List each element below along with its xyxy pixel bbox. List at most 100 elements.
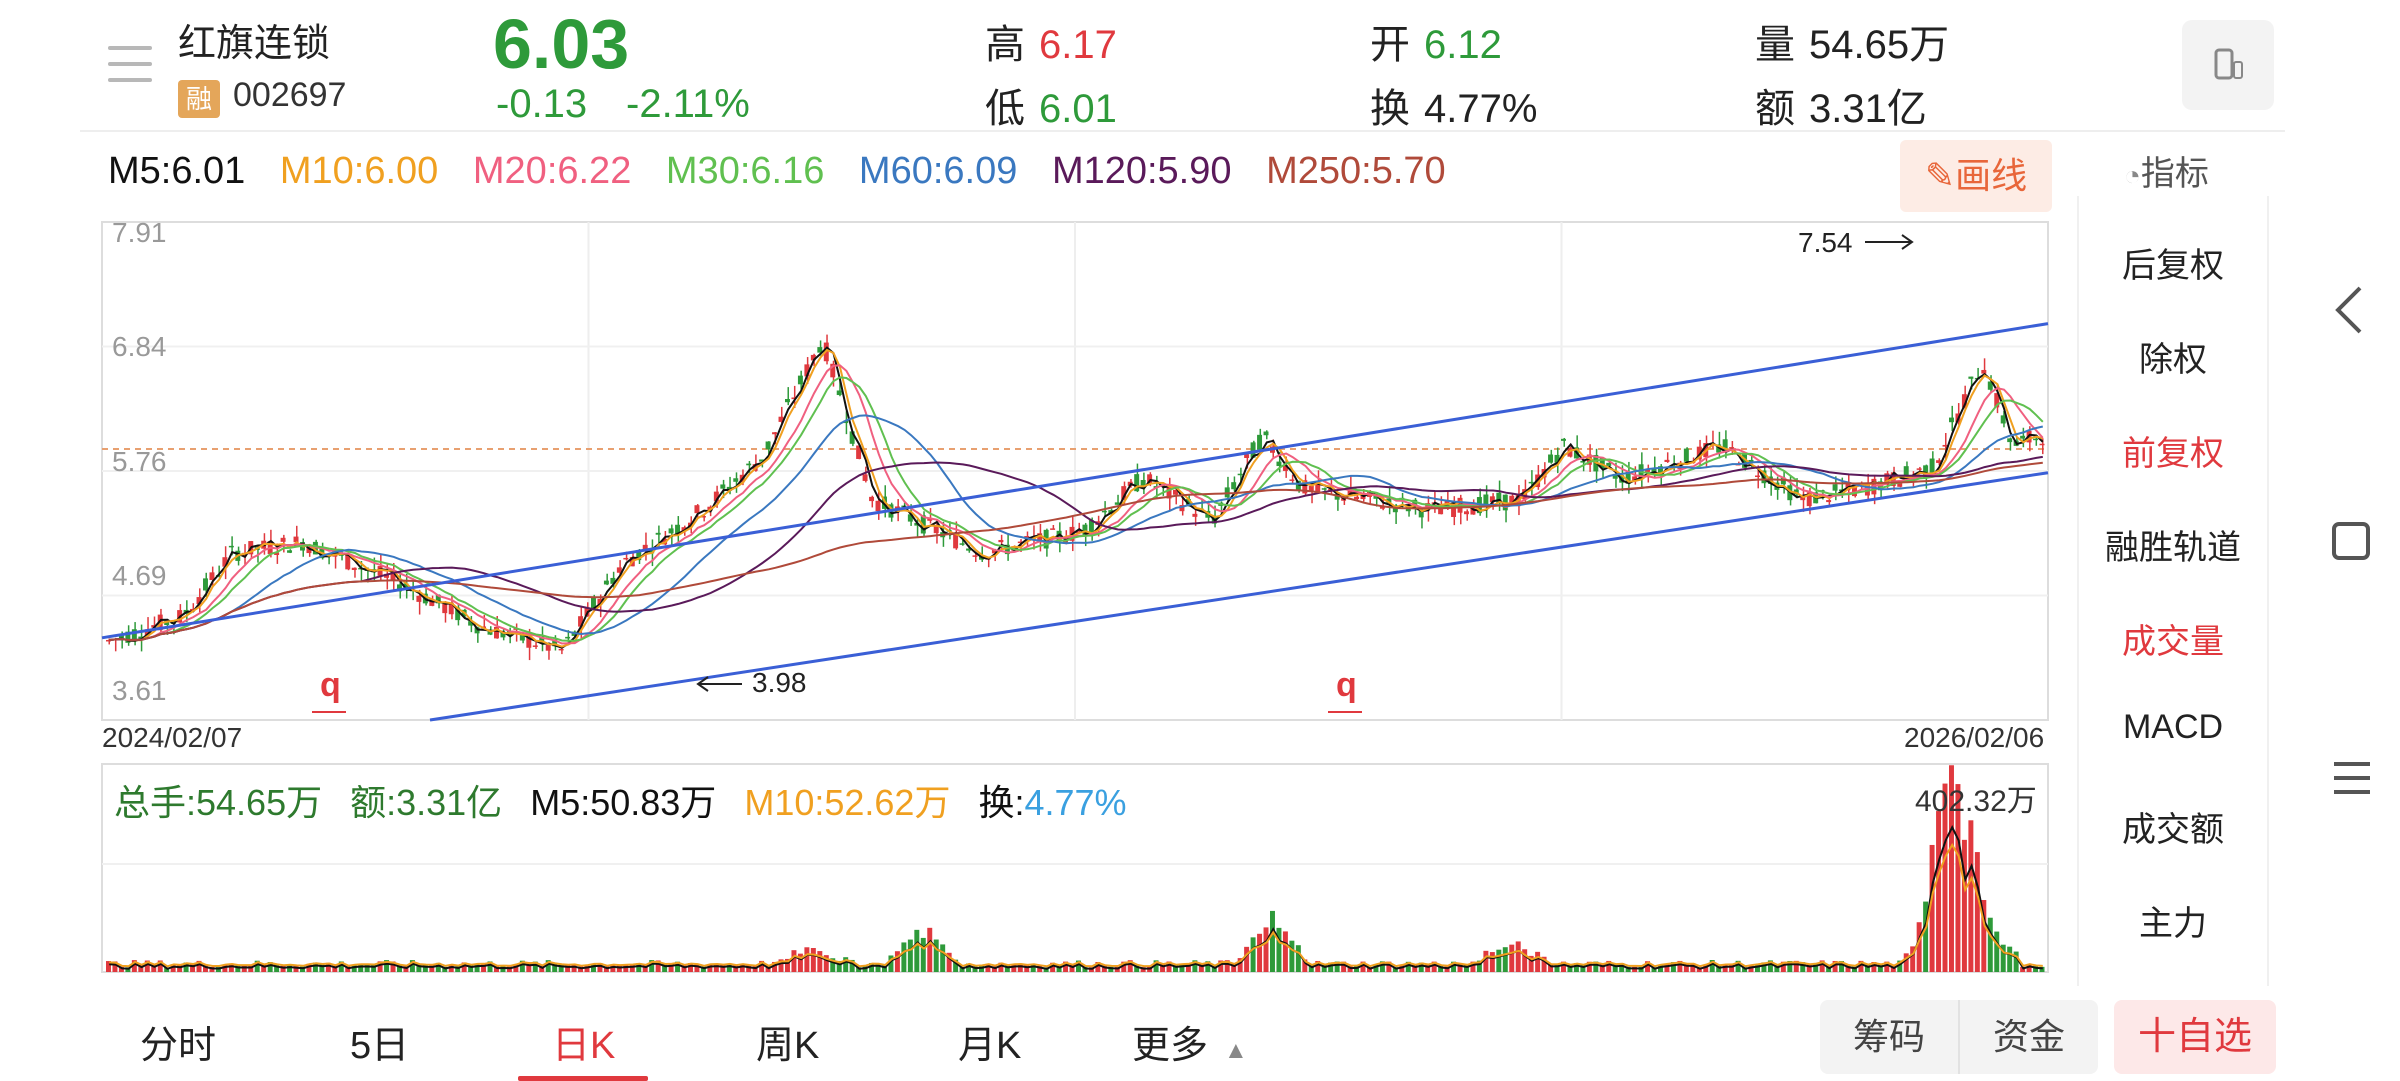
volume-bar [966,963,972,972]
volume-bar [338,961,344,972]
candle-body [1250,442,1256,458]
tab-weekly-k[interactable]: 周K [756,1025,820,1067]
volume-bar [623,964,629,972]
volume-bar [914,929,920,972]
volume-bar [183,962,189,972]
tab-monthly-k[interactable]: 月K [958,1025,1022,1067]
volume-bar [293,966,299,972]
indicator-settings[interactable]: ◔指标 [2124,146,2209,195]
volume-bar [1231,963,1237,972]
candle-body [1742,453,1748,468]
volume-bar [1347,966,1353,972]
candle-body [1606,462,1612,466]
side-item-ex-rights[interactable]: 除权 [2139,341,2207,379]
candle-body [1192,513,1198,517]
volume-bar [248,965,254,972]
volume-bar [403,966,409,972]
volume-bar [1069,964,1075,972]
kline-chart[interactable]: 7.91 6.84 5.76 4.69 3.61 7.54 3.98 q q [100,218,2060,978]
side-item-volume[interactable]: 成交量 [2122,623,2224,661]
menu-icon[interactable] [108,42,156,88]
annotation-low-value: 3.98 [752,667,807,698]
recents-nav-icon[interactable] [2330,756,2374,800]
candle-body [1179,505,1185,512]
candle-body [345,553,351,570]
add-watchlist-button[interactable]: 十自选 [2114,1000,2276,1074]
volume-panel-frame [101,763,2049,973]
candle-body [1645,469,1651,472]
tab-daily-k[interactable]: 日K [552,1025,616,1067]
volume-bar [532,961,538,972]
volume-bar [1037,965,1043,972]
candle-body [494,626,499,639]
stat-amount-label: 额 [1755,87,1795,131]
volume-bar [1852,966,1857,972]
candle-body [759,459,765,462]
volume-bar [713,963,719,972]
volume-bar [1774,965,1780,972]
volume-bar [519,960,525,972]
candle-body [1981,369,1987,374]
volume-bar [1470,961,1476,972]
price-change: -0.13 [496,82,588,126]
volume-bar [138,965,144,972]
volume-bar [1451,961,1457,972]
candle-body [1386,498,1392,504]
volume-turnover-label: 换: [978,782,1025,823]
draw-line-button[interactable]: ✎画线 [1900,140,2052,212]
candle-body [953,534,959,549]
candle-body [228,545,234,548]
side-item-macd[interactable]: MACD [2122,708,2224,746]
volume-bar [1153,960,1159,972]
volume-bar [1386,961,1392,972]
candle-body [1166,485,1172,499]
candle-body [106,639,111,642]
candle-body [1237,473,1243,476]
volume-bar [1076,960,1081,972]
channel-upper-line [101,322,2049,640]
volume-bar [112,961,118,972]
volume-bar [325,962,331,972]
volume-bar [235,965,241,972]
phone-orientation-button[interactable] [2182,20,2274,110]
side-item-rongsheng-track[interactable]: 融胜轨道 [2105,529,2241,567]
candle-body [1936,460,1942,463]
volume-bar [1418,962,1424,972]
volume-bar [2039,966,2045,972]
candle-body [209,572,215,581]
volume-bar [1767,960,1773,972]
volume-bar [2000,944,2006,972]
tab-5day[interactable]: 5日 [350,1025,410,1067]
stock-name: 红旗连锁 [178,23,331,65]
candle-body [746,463,752,466]
candle-body [1379,506,1385,509]
side-item-post-adjusted[interactable]: 后复权 [2122,247,2224,285]
volume-bar [1942,783,1948,972]
volume-bar [985,963,991,972]
pencil-icon: ✎ [1924,155,1956,196]
volume-bar [345,966,351,972]
candle-body [713,491,719,502]
tab-more[interactable]: 更多 ▲ [1132,1014,1248,1069]
funds-button[interactable]: 资金 [1958,1000,2098,1074]
volume-bar [817,951,823,972]
side-item-pre-adjusted[interactable]: 前复权 [2122,435,2224,473]
home-nav-icon[interactable] [2330,520,2374,564]
candle-body [196,597,202,605]
volume-bar [1017,963,1023,972]
volume-bar [287,965,293,972]
volume-bar [1968,820,1974,972]
side-item-turnover-amount[interactable]: 成交额 [2122,811,2224,849]
stat-amount: 额 3.31亿 [1755,76,1927,134]
side-item-main-force[interactable]: 主力 [2139,905,2207,943]
candle-body [907,514,913,522]
candle-body [416,595,422,602]
y-axis-label: 4.69 [112,560,167,591]
tab-intraday[interactable]: 分时 [140,1025,217,1067]
candle-body [1961,394,1967,408]
chips-button[interactable]: 筹码 [1820,1000,1958,1074]
back-nav-icon[interactable] [2330,280,2370,340]
volume-bar [752,966,758,972]
candle-body [720,484,726,489]
volume-bar [1024,965,1030,972]
